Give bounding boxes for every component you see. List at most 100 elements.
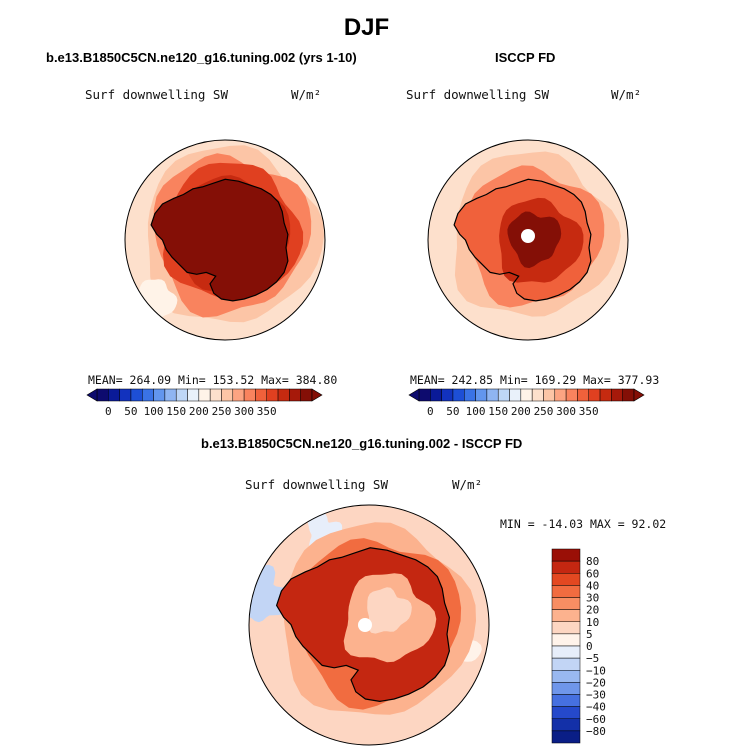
panel3-colorbar-swatch [551, 548, 581, 562]
panel1-map-border [124, 139, 326, 341]
panel2-colorbar-tick-label: 300 [556, 405, 576, 418]
panel3-colorbar-swatch [551, 682, 581, 695]
panel1-units: W/m² [291, 87, 322, 102]
panel3-colorbar-swatch [551, 597, 581, 610]
panel2-colorbar-swatch [441, 388, 454, 402]
panel2-map-border [427, 139, 629, 341]
panel1-colorbar-swatch [187, 388, 200, 402]
panel1-title: b.e13.B1850C5CN.ne120_g16.tuning.002 (yr… [46, 50, 357, 65]
panel2-pole-hole [521, 229, 535, 243]
panel3-colorbar-tick-label: 30 [586, 592, 599, 605]
panel2-band-350 [507, 211, 562, 269]
panel1-variable: Surf downwelling SW [85, 87, 228, 102]
panel3-colorbar-tick-label: 5 [586, 628, 593, 641]
panel3-colorbar-swatch [551, 609, 581, 623]
panel3-colorbar-swatch [551, 645, 581, 659]
panel2-colorbar-tick-label: 350 [579, 405, 599, 418]
panel1-colorbar-swatch [130, 388, 143, 402]
panel3-colorbar-swatch [551, 706, 581, 720]
panel2-colorbar-swatch [464, 388, 476, 402]
panel3-colorbar-tick-label: −80 [586, 725, 606, 738]
panel3-colorbar-swatch [551, 560, 581, 574]
panel1-colorbar-swatch [266, 388, 279, 402]
panel3-colorbar-tick-label: 10 [586, 616, 599, 629]
panel2-colorbar-swatch [497, 388, 510, 402]
panel2-coastline [453, 178, 592, 302]
panel1-colorbar-swatch [175, 388, 188, 402]
panel3-title: b.e13.B1850C5CN.ne120_g16.tuning.002 - I… [201, 436, 523, 451]
panel2-colorbar-arrow-right [633, 388, 645, 402]
panel3-map-border [248, 504, 490, 746]
panel3-colorbar-tick-label: 80 [586, 555, 599, 568]
panel2-colorbar-tick-label: 50 [446, 405, 459, 418]
panel1-colorbar-swatch [164, 388, 177, 402]
panel3-colorbar-swatch [551, 694, 581, 707]
panel2-colorbar-swatch [622, 388, 635, 402]
panel3-variable: Surf downwelling SW [245, 477, 388, 492]
panel1-colorbar-tick-label: 0 [105, 405, 112, 418]
panel3-interior-min [367, 587, 412, 634]
panel1-map [125, 140, 325, 340]
panel2-colorbar-swatch [543, 388, 556, 402]
panel1-colorbar-tick-label: 100 [144, 405, 164, 418]
panel1-colorbar-swatch [277, 388, 290, 402]
panel2-colorbar-swatch [599, 388, 612, 402]
panel3-colorbar-tick-label: −60 [586, 713, 606, 726]
panel3-colorbar-tick-label: 60 [586, 567, 599, 580]
panel2-colorbar-swatch [475, 388, 488, 402]
panel2-colorbar-swatch [430, 388, 442, 402]
panel2-colorbar-swatch [452, 388, 465, 402]
panel1-colorbar-arrow-left [86, 388, 98, 402]
panel3-colorbar-swatch [551, 670, 581, 683]
panel2-colorbar-swatch [520, 388, 533, 402]
panel1-colorbar-swatch [221, 388, 234, 402]
panel2-colorbar-swatch [531, 388, 544, 402]
panel2-stats: MEAN= 242.85 Min= 169.29 Max= 377.93 [410, 373, 660, 387]
panel3-units: W/m² [452, 477, 483, 492]
panel3-coastline [275, 547, 451, 703]
panel2-colorbar-swatch [611, 388, 623, 402]
panel2-colorbar-swatch [509, 388, 522, 402]
panel1-colorbar-swatch [209, 388, 222, 402]
panel1-colorbar-tick-label: 250 [212, 405, 232, 418]
panel2-title: ISCCP FD [495, 50, 556, 65]
panel3-colorbar-swatch [551, 633, 581, 647]
panel2-colorbar-swatch [577, 388, 589, 402]
panel1-colorbar-swatch [198, 388, 211, 402]
panel3-colorbar-tick-label: −5 [586, 652, 599, 665]
panel1-colorbar-swatch [108, 388, 120, 402]
panel1-colorbar-swatch [255, 388, 267, 402]
panel2-colorbar-swatch [565, 388, 578, 402]
panel1-antarctica-fill [151, 179, 288, 301]
panel2-colorbar-swatch [418, 388, 431, 402]
panel3-pole-hole [358, 618, 372, 632]
figure-title: DJF [343, 14, 390, 41]
panel2-colorbar-swatch [486, 388, 499, 402]
panel2-variable: Surf downwelling SW [406, 87, 549, 102]
panel2-colorbar-tick-label: 250 [534, 405, 554, 418]
panel2-colorbar-tick-label: 200 [511, 405, 531, 418]
panel1-colorbar-swatch [232, 388, 245, 402]
panel3-colorbar-swatch [551, 730, 581, 744]
panel3-colorbar-swatch [551, 718, 581, 732]
panel3-colorbar-swatch [551, 657, 581, 671]
panel1-colorbar-swatch [153, 388, 166, 402]
panel3-colorbar-swatch [551, 573, 581, 586]
panel3-colorbar-tick-label: −30 [586, 689, 606, 702]
panel3-stats: MIN = -14.03 MAX = 92.02 [500, 517, 667, 531]
panel3-colorbar-tick-label: −20 [586, 676, 606, 689]
panel2-colorbar-swatch [588, 388, 601, 402]
panel1-colorbar-tick-label: 200 [189, 405, 209, 418]
panel3-colorbar-tick-label: 0 [586, 640, 593, 653]
panel1-colorbar-tick-label: 300 [234, 405, 254, 418]
panel2-colorbar-tick-label: 100 [466, 405, 486, 418]
panel1-colorbar-tick-label: 350 [257, 405, 277, 418]
panel1-colorbar-tick-label: 150 [166, 405, 186, 418]
panel1-colorbar-tick-label: 50 [124, 405, 137, 418]
panel1-coastline [150, 178, 289, 302]
panel3-colorbar-tick-label: −10 [586, 664, 606, 677]
panel1-colorbar-swatch [243, 388, 256, 402]
panel2-colorbar-swatch [554, 388, 567, 402]
panel1-colorbar-swatch [119, 388, 132, 402]
